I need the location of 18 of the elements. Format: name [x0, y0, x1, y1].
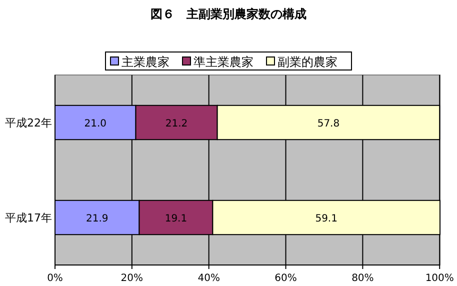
- legend-label: 主業農家: [122, 55, 170, 69]
- x-tick-label: 20%: [120, 273, 144, 284]
- x-tick-label: 80%: [352, 273, 374, 284]
- data-label: 57.8: [317, 118, 340, 130]
- y-tick-label: 平成22年: [5, 116, 52, 130]
- x-tick-label: 100%: [425, 273, 454, 284]
- x-tick-label: 40%: [198, 273, 220, 284]
- x-tick-label: 0%: [47, 273, 63, 284]
- legend-label: 副業的農家: [278, 55, 338, 69]
- x-tick-label: 60%: [274, 273, 297, 284]
- data-label: 21.2: [165, 118, 188, 130]
- title: 図６ 主副業別農家数の構成: [150, 7, 306, 21]
- data-label: 19.1: [164, 214, 188, 224]
- y-tick-label: 平成17年: [5, 212, 52, 224]
- data-label: 59.1: [315, 214, 338, 224]
- data-label: 21.0: [84, 118, 107, 130]
- legend-label: 準主業農家: [194, 55, 254, 69]
- data-label: 21.9: [86, 214, 108, 224]
